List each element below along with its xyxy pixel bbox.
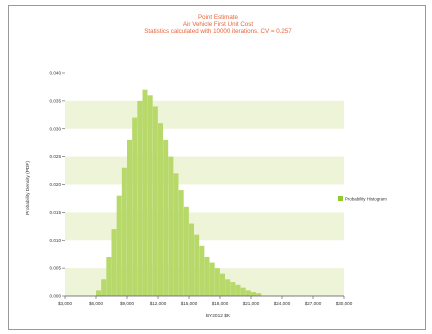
chart-subtitle: Air Vehicle First Unit Cost — [183, 21, 253, 28]
x-axis-label: BY2012 $K — [206, 313, 231, 319]
histogram-bar — [101, 279, 107, 296]
histogram-bar — [132, 117, 138, 296]
histogram-bar — [225, 279, 231, 296]
histogram-chart: Point Estimate Air Vehicle First Unit Co… — [25, 14, 387, 319]
histogram-bar — [230, 282, 236, 296]
x-tick-label: $9,000 — [120, 301, 134, 306]
x-tick-label: $21,000 — [243, 301, 260, 306]
y-tick-label: 0.035 — [50, 98, 62, 103]
y-axis-label: Probability Density (PDF) — [25, 161, 31, 215]
y-tick-label: 0.040 — [50, 71, 62, 76]
histogram-bar — [173, 173, 179, 296]
histogram-bar — [183, 206, 189, 296]
histogram-bar — [209, 262, 215, 296]
histogram-bar — [137, 100, 143, 296]
histogram-bar — [240, 287, 246, 296]
legend: Probability Histogram — [338, 196, 387, 202]
grid-band — [65, 212, 344, 241]
x-tick-label: $3,000 — [58, 301, 72, 306]
histogram-bar — [245, 290, 251, 296]
histogram-bar — [158, 123, 164, 296]
chart-title: Point Estimate — [198, 14, 238, 21]
y-tick-label: 0.025 — [50, 154, 62, 159]
chart-frame: Point Estimate Air Vehicle First Unit Co… — [8, 5, 426, 330]
histogram-bar — [96, 290, 102, 296]
x-tick-label: $27,000 — [305, 301, 322, 306]
y-tick-label: 0.020 — [50, 182, 62, 187]
y-tick-label: 0.000 — [50, 294, 62, 299]
x-tick-label: $24,000 — [274, 301, 291, 306]
histogram-bar — [168, 156, 174, 296]
legend-label: Probability Histogram — [345, 197, 387, 202]
x-tick-label: $15,000 — [181, 301, 198, 306]
x-tick-label: $12,000 — [150, 301, 167, 306]
x-tick-label: $6,000 — [89, 301, 103, 306]
histogram-bar — [152, 106, 158, 296]
histogram-bar — [147, 95, 153, 296]
y-tick-label: 0.030 — [50, 126, 62, 131]
histogram-bar — [111, 229, 117, 296]
grid-band — [65, 100, 344, 129]
x-tick-label: $18,000 — [212, 301, 229, 306]
histogram-bar — [189, 223, 195, 296]
histogram-bar — [127, 139, 133, 296]
histogram-bar — [178, 190, 184, 296]
histogram-bar — [251, 292, 257, 296]
y-tick-label: 0.005 — [50, 266, 62, 271]
histogram-bar — [204, 256, 210, 296]
histogram-bar — [121, 167, 127, 296]
histogram-bar — [106, 256, 112, 296]
histogram-bar — [235, 284, 241, 296]
x-axis: $3,000 $6,000 $9,000 $12,000 $15,000 $18,000 $… — [58, 295, 353, 306]
histogram-bar — [214, 268, 220, 296]
histogram-bar — [194, 234, 200, 296]
chart-subtitle-stats: Statistics calculated with 10000 iterati… — [144, 28, 292, 35]
y-tick-label: 0.010 — [50, 238, 62, 243]
y-axis: 0.000 0.005 0.010 0.015 0.020 0.025 0.030 0.035… — [50, 71, 65, 299]
histogram-bar — [116, 195, 122, 296]
histogram-bar — [199, 245, 205, 296]
histogram-bar — [220, 273, 226, 296]
y-tick-label: 0.015 — [50, 210, 62, 215]
histogram-bars — [96, 89, 262, 296]
grid-band — [65, 156, 344, 185]
histogram-bar — [256, 293, 262, 296]
histogram-bar — [142, 89, 148, 296]
legend-swatch — [338, 196, 343, 201]
histogram-bar — [163, 139, 169, 296]
x-tick-label: $30,000 — [336, 301, 353, 306]
